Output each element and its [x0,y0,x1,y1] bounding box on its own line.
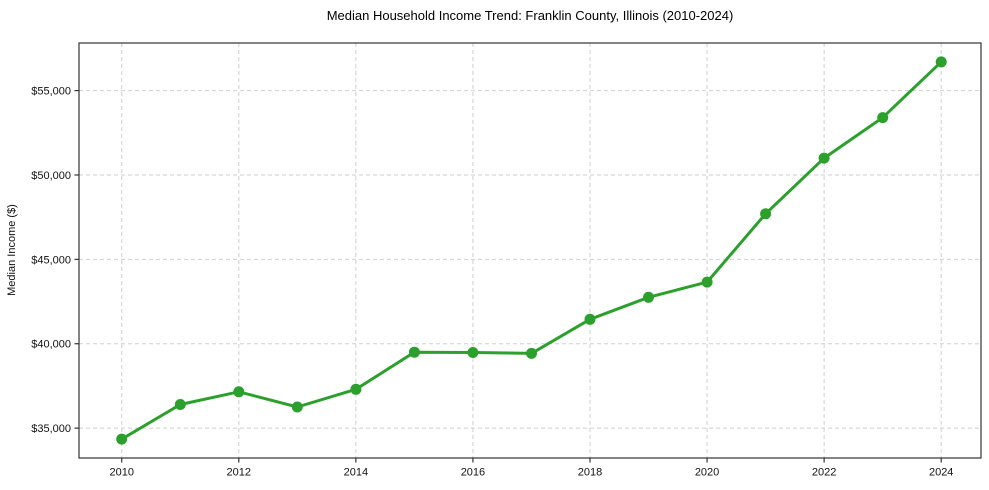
x-tick-label: 2016 [461,467,485,479]
data-point [467,347,479,358]
y-tick-label: $55,000 [31,86,71,98]
x-tick-label: 2018 [578,467,602,479]
y-tick-label: $45,000 [31,254,71,266]
data-point [526,347,537,359]
data-point [701,276,713,288]
y-axis-label: Median Income ($) [6,204,18,296]
trend-line [120,60,943,441]
plot-frame [78,42,982,459]
x-tick-label: 2014 [344,467,368,479]
data-point [291,401,303,413]
data-point [760,208,772,220]
data-point [233,386,245,398]
axis-ticks: 2010 2012 2014 2016 2018 2020 2022 2024 $35,000 $… [31,86,953,479]
x-tick-label: 2022 [812,467,836,479]
data-point [350,383,362,395]
data-point [408,346,420,358]
y-tick-label: $50,000 [31,170,71,182]
data-point [935,56,947,68]
data-point [818,152,830,164]
data-point [174,399,186,410]
y-tick-label: $35,000 [31,423,71,435]
income-series [116,56,947,445]
data-point [877,112,889,124]
data-point [116,433,128,445]
y-tick-label: $40,000 [31,339,71,351]
chart-title: Median Household Income Trend: Franklin … [327,8,734,23]
x-tick-label: 2010 [109,467,133,479]
data-point [643,291,654,303]
x-tick-label: 2020 [695,467,719,479]
data-point [584,313,596,325]
x-tick-label: 2024 [929,467,953,479]
x-tick-label: 2012 [227,467,251,479]
